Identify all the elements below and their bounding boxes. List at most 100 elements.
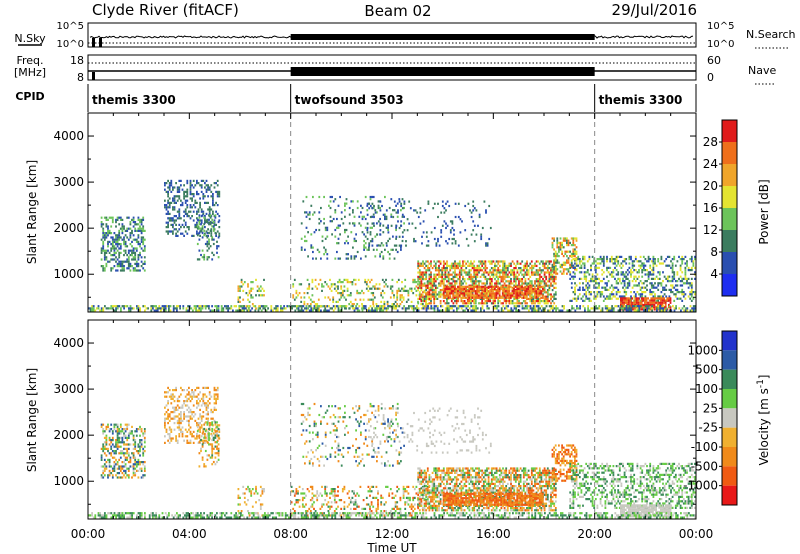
data-cell [123, 225, 125, 228]
data-cell [623, 260, 626, 263]
data-cell [375, 283, 378, 286]
data-cell [526, 307, 529, 310]
data-cell [477, 224, 479, 227]
data-cell [107, 458, 109, 461]
data-cell [319, 278, 322, 281]
data-cell [654, 260, 656, 263]
data-cell [602, 286, 605, 289]
data-cell [503, 271, 506, 274]
data-cell [131, 245, 133, 248]
data-cell [423, 262, 426, 265]
data-cell [241, 307, 244, 310]
data-cell [346, 289, 349, 292]
data-cell [463, 287, 466, 291]
data-cell [115, 236, 117, 239]
data-cell [353, 309, 356, 312]
data-cell [270, 305, 273, 308]
data-cell [412, 309, 415, 312]
data-cell [140, 445, 143, 448]
data-cell [137, 461, 140, 464]
data-cell [449, 296, 451, 299]
data-cell [204, 232, 206, 235]
data-cell [530, 296, 533, 299]
data-cell [524, 273, 527, 276]
data-cell [124, 436, 127, 439]
data-cell [259, 285, 262, 288]
data-cell [478, 267, 480, 270]
data-cell [248, 300, 251, 303]
data-cell [398, 305, 401, 308]
data-cell [395, 307, 397, 310]
data-cell [407, 292, 410, 295]
data-cell [623, 299, 625, 302]
data-cell [644, 273, 647, 276]
data-cell [136, 307, 138, 310]
data-cell [196, 234, 199, 237]
data-cell [167, 199, 169, 202]
data-cell [175, 195, 177, 198]
data-cell [281, 307, 284, 310]
data-cell [538, 285, 541, 288]
cpid-label: CPID [15, 90, 44, 103]
data-cell [310, 307, 313, 310]
data-cell [140, 236, 143, 239]
data-cell [142, 432, 145, 435]
data-cell [690, 260, 693, 263]
data-cell [582, 288, 584, 291]
data-cell [183, 210, 185, 213]
station-title: Clyde River (fitACF) [92, 1, 239, 19]
data-cell [380, 305, 383, 308]
data-cell [661, 297, 664, 300]
data-cell [598, 291, 600, 294]
data-cell [407, 289, 410, 292]
data-cell [601, 307, 604, 310]
data-cell [412, 292, 415, 295]
data-cell [480, 309, 482, 312]
data-cell [131, 251, 133, 254]
data-cell [216, 307, 218, 310]
data-cell [465, 237, 468, 241]
data-cell [115, 441, 117, 444]
data-cell [115, 445, 117, 448]
data-cell [668, 309, 671, 312]
data-cell [607, 295, 610, 298]
data-cell [331, 220, 333, 223]
data-cell [444, 278, 447, 281]
data-cell [497, 260, 500, 263]
data-cell [390, 198, 393, 201]
data-cell [518, 302, 520, 305]
data-cell [526, 302, 528, 305]
data-cell [694, 266, 696, 269]
data-cell [625, 309, 628, 312]
data-cell [468, 271, 471, 274]
data-cell [199, 197, 201, 200]
data-cell [254, 309, 257, 312]
data-cell [339, 224, 341, 227]
data-cell [165, 391, 168, 394]
data-cell [465, 273, 468, 276]
data-cell [332, 300, 335, 303]
data-cell [115, 439, 117, 442]
data-cell [694, 305, 697, 308]
data-cell [689, 269, 692, 272]
data-cell [436, 260, 439, 263]
data-cell [107, 227, 109, 230]
data-cell [494, 302, 496, 305]
data-cell [412, 281, 415, 284]
data-cell [588, 297, 591, 300]
data-cell [533, 296, 536, 299]
data-cell [535, 284, 538, 287]
data-cell [516, 287, 519, 291]
data-cell [529, 297, 532, 300]
data-cell [598, 258, 600, 261]
data-cell [449, 305, 452, 308]
freq-label: Freq. [16, 54, 43, 67]
data-cell [204, 242, 207, 246]
data-cell [521, 285, 523, 288]
colorbar-tick-label: 12 [703, 223, 718, 237]
colorbar-segment [722, 164, 737, 186]
data-cell [139, 447, 141, 450]
data-cell [501, 292, 504, 295]
data-cell [201, 305, 204, 308]
data-cell [212, 199, 214, 202]
